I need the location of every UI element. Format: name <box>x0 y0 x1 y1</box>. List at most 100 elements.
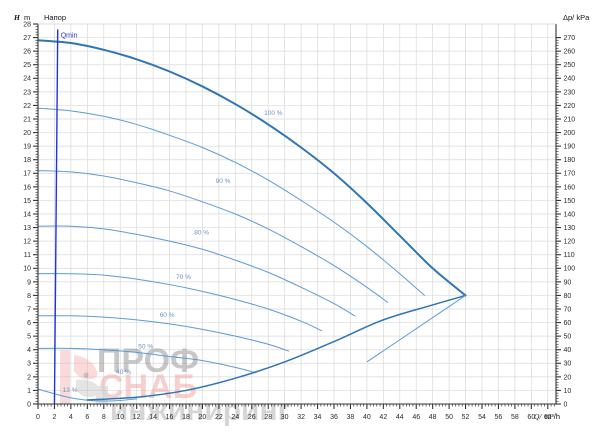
tick-label-right: 30 <box>564 361 572 368</box>
tick-label-right: 190 <box>564 144 576 151</box>
tick-label-right: 250 <box>564 62 576 69</box>
tick-label-bottom: 50 <box>445 414 453 421</box>
axis-title-bottom-unit: m³/h <box>545 412 560 421</box>
axis-title-left-symbol: H <box>13 13 21 22</box>
tick-label-left: 13 <box>23 225 31 232</box>
tick-label-left: 10 <box>23 266 31 273</box>
tick-label-left: 17 <box>23 171 31 178</box>
tick-label-right: 70 <box>564 306 572 313</box>
tick-label-left: 0 <box>27 401 31 408</box>
tick-label-bottom: 38 <box>347 414 355 421</box>
tick-label-left: 2 <box>27 374 31 381</box>
tick-label-right: 180 <box>564 157 576 164</box>
tick-label-right: 270 <box>564 35 576 42</box>
tick-label-left: 20 <box>23 130 31 137</box>
tick-label-right: 60 <box>564 320 572 327</box>
tick-label-left: 3 <box>27 361 31 368</box>
tick-label-bottom: 24 <box>231 414 239 421</box>
tick-label-right: 10 <box>564 388 572 395</box>
watermark-line1: ПРОФ <box>97 342 199 380</box>
tick-label-bottom: 12 <box>133 414 141 421</box>
tick-label-left: 25 <box>23 62 31 69</box>
tick-label-bottom: 62 <box>544 414 552 421</box>
tick-label-bottom: 34 <box>314 414 322 421</box>
watermark-line2: СНАБ <box>99 368 197 406</box>
tick-label-bottom: 46 <box>412 414 420 421</box>
tick-label-left: 22 <box>23 103 31 110</box>
tick-label-bottom: 22 <box>215 414 223 421</box>
axis-layer: 0123456789101112131415161718192021222324… <box>13 13 590 421</box>
tick-label-bottom: 54 <box>478 414 486 421</box>
tick-label-left: 18 <box>23 157 31 164</box>
tick-label-left: 11 <box>24 252 31 259</box>
plot-caption-text: Напор <box>44 13 66 22</box>
curve-label-50: 50 % <box>138 343 153 350</box>
tick-label-right: 170 <box>564 171 576 178</box>
curve-envelope-return <box>366 295 466 363</box>
tick-label-bottom: 30 <box>281 414 289 421</box>
tick-label-bottom: 52 <box>462 414 470 421</box>
tick-label-left: 21 <box>23 116 31 123</box>
tick-label-bottom: 8 <box>102 414 106 421</box>
curve-label-13: 13 % <box>63 387 78 394</box>
tick-label-bottom: 32 <box>297 414 305 421</box>
tick-label-right: 240 <box>564 76 576 83</box>
tick-label-bottom: 10 <box>116 414 124 421</box>
tick-label-right: 80 <box>564 293 572 300</box>
curve-system-curve <box>86 294 467 401</box>
curve-90 <box>38 107 425 296</box>
tick-label-bottom: 40 <box>363 414 371 421</box>
watermark-line3: инжиниринг <box>110 394 290 427</box>
tick-label-right: 260 <box>564 49 576 56</box>
tick-label-bottom: 26 <box>248 414 256 421</box>
tick-label-right: 200 <box>564 130 576 137</box>
curve-label-70: 70 % <box>176 274 191 281</box>
tick-label-right: 160 <box>564 184 576 191</box>
tick-label-bottom: 0 <box>36 414 40 421</box>
tick-label-bottom: 2 <box>52 414 56 421</box>
tick-label-bottom: 56 <box>495 414 503 421</box>
tick-label-bottom: 60 <box>527 414 535 421</box>
tick-label-left: 6 <box>27 320 31 327</box>
tick-label-right: 20 <box>564 374 572 381</box>
grid-layer <box>37 23 556 405</box>
tick-label-left: 26 <box>23 49 31 56</box>
tick-label-left: 27 <box>23 35 31 42</box>
tick-label-right: 100 <box>564 266 576 273</box>
tick-label-bottom: 42 <box>379 414 387 421</box>
tick-label-bottom: 16 <box>166 414 174 421</box>
curve-label-80: 80 % <box>194 229 209 236</box>
tick-label-bottom: 44 <box>396 414 404 421</box>
tick-label-left: 5 <box>27 334 31 341</box>
tick-label-bottom: 18 <box>182 414 190 421</box>
tick-label-right: 90 <box>564 279 572 286</box>
tick-label-bottom: 48 <box>429 414 437 421</box>
tick-label-right: 230 <box>564 89 576 96</box>
tick-label-bottom: 36 <box>330 414 338 421</box>
tick-label-right: 40 <box>564 347 572 354</box>
tick-label-left: 7 <box>27 306 31 313</box>
tick-label-bottom: 20 <box>199 414 207 421</box>
tick-label-left: 12 <box>23 239 31 246</box>
tick-label-right: 50 <box>564 334 572 341</box>
tick-label-left: 23 <box>23 89 31 96</box>
tick-label-left: 16 <box>23 184 31 191</box>
qmin-line <box>53 29 59 405</box>
tick-label-left: 1 <box>27 388 31 395</box>
tick-label-left: 14 <box>23 211 31 218</box>
tick-label-right: 140 <box>564 211 576 218</box>
curve-label-60: 60 % <box>160 312 175 319</box>
axis-title-bottom-symbol: Q/ <box>534 412 542 421</box>
tick-label-bottom: 14 <box>149 414 157 421</box>
curve-label-layer: 100 % 90 % 80 % 70 % 60 % 50 % 40 % 13 % <box>63 110 283 394</box>
tick-label-left: 4 <box>27 347 31 354</box>
tick-label-right: 130 <box>564 225 576 232</box>
tick-label-bottom: 58 <box>511 414 519 421</box>
tick-label-bottom: 4 <box>69 414 73 421</box>
curve-50 <box>38 315 290 352</box>
tick-label-left: 28 <box>23 21 31 28</box>
